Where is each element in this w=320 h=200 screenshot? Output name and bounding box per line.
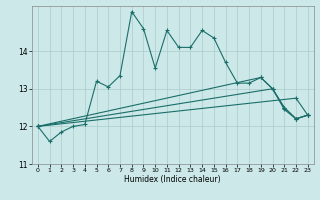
X-axis label: Humidex (Indice chaleur): Humidex (Indice chaleur) (124, 175, 221, 184)
